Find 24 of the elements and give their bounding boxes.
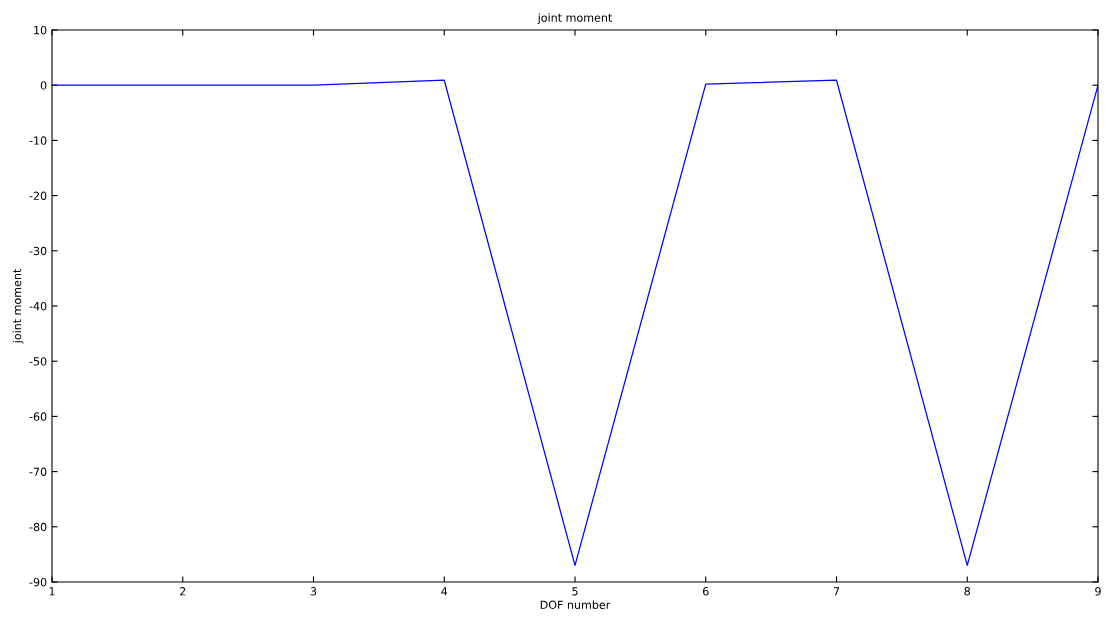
x-tick-label: 6 <box>702 587 709 596</box>
x-tick-label: 7 <box>833 587 840 596</box>
y-tick-label: -60 <box>29 412 47 421</box>
x-tick-label: 1 <box>49 587 55 596</box>
y-tick-label: -90 <box>29 577 47 587</box>
y-tick-label: -30 <box>29 246 47 256</box>
y-tick-label: 0 <box>40 81 47 90</box>
x-axis-title: DOF number <box>540 600 611 609</box>
x-tick-label: 2 <box>180 587 186 596</box>
y-tick-label: -50 <box>29 357 47 366</box>
x-tick-label: 5 <box>572 587 578 596</box>
y-axis-title: joint moment <box>12 268 24 344</box>
y-tick-label: -80 <box>29 522 47 532</box>
x-tick-label: 8 <box>964 587 971 596</box>
x-tick-label: 4 <box>441 587 448 596</box>
y-tick-label: -70 <box>29 467 47 476</box>
y-tick-label: -20 <box>29 191 47 200</box>
x-tick-label: 3 <box>310 587 317 596</box>
line-series <box>52 79 1098 567</box>
x-tick-label: 9 <box>1095 587 1101 596</box>
y-tick-label: -40 <box>29 301 47 311</box>
chart-title: joint moment <box>537 13 613 24</box>
y-tick-label: 10 <box>34 25 47 35</box>
y-tick-label: -10 <box>29 136 47 145</box>
